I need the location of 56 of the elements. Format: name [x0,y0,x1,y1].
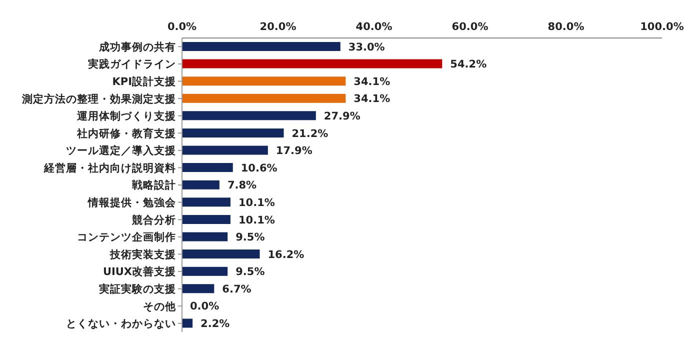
y-tick-label: 社内研修・教育支援 [76,126,176,140]
data-label: 34.1% [354,76,391,88]
data-label: 54.2% [450,58,488,71]
bar [182,42,340,51]
bar [182,180,220,190]
data-label: 9.5% [236,266,266,278]
bar [182,59,442,68]
bar [182,146,268,155]
bar [182,94,346,103]
y-tick-label: 競合分析 [131,213,176,226]
data-label: 17.9% [276,145,313,158]
bar [182,266,228,276]
x-tick-label: 0.0% [167,21,198,33]
x-tick-label: 20.0% [260,21,297,33]
bar [182,284,214,294]
x-tick-label: 80.0% [548,21,585,33]
data-label: 27.9% [324,110,361,122]
bar [182,198,230,207]
data-label: 34.1% [354,93,391,106]
y-tick-label: 経営層・社内向け説明資料 [43,161,176,174]
bar [182,111,316,120]
data-label: 0.0% [190,300,220,313]
data-label: 9.5% [236,232,266,244]
y-tick-label: KPI設計支援 [112,74,176,88]
data-label: 10.1% [238,214,276,226]
data-label: 2.2% [200,318,230,330]
data-label: 21.2% [292,128,329,140]
data-label: 7.8% [227,180,258,192]
x-tick-label: 60.0% [452,21,489,33]
x-tick-label: 100.0% [640,21,684,33]
bar [182,214,230,224]
bar [182,163,233,172]
y-tick-label: コンテンツ企画制作 [77,230,176,244]
y-tick-label: 実証実験の支援 [98,282,176,296]
data-label: 33.0% [348,41,386,54]
data-label: 16.2% [268,248,305,261]
bar [182,250,260,259]
bar [182,318,193,328]
data-label: 10.6% [240,162,278,174]
y-tick-label: 技術実装支援 [109,248,176,261]
y-tick-label: 測定方法の整理・効果測定支援 [21,92,176,106]
y-tick-label: UIUX改善支援 [102,265,176,278]
y-tick-label: 運用体制づくり支援 [76,110,176,123]
y-tick-label: とくない・わからない [66,318,176,330]
y-tick-label: その他 [143,300,177,313]
y-tick-label: 情報提供・勉強会 [87,196,177,210]
y-tick-label: ツール選定／導入支援 [66,144,176,158]
bar [182,128,284,138]
data-label: 6.7% [222,283,252,296]
bar [182,76,346,86]
y-tick-label: 実践ガイドライン [87,58,176,71]
x-tick-label: 40.0% [356,21,393,33]
y-tick-label: 戦略設計 [131,178,176,192]
y-tick-label: 成功事例の共有 [98,40,176,54]
data-label: 10.1% [238,196,276,209]
bar [182,232,228,242]
